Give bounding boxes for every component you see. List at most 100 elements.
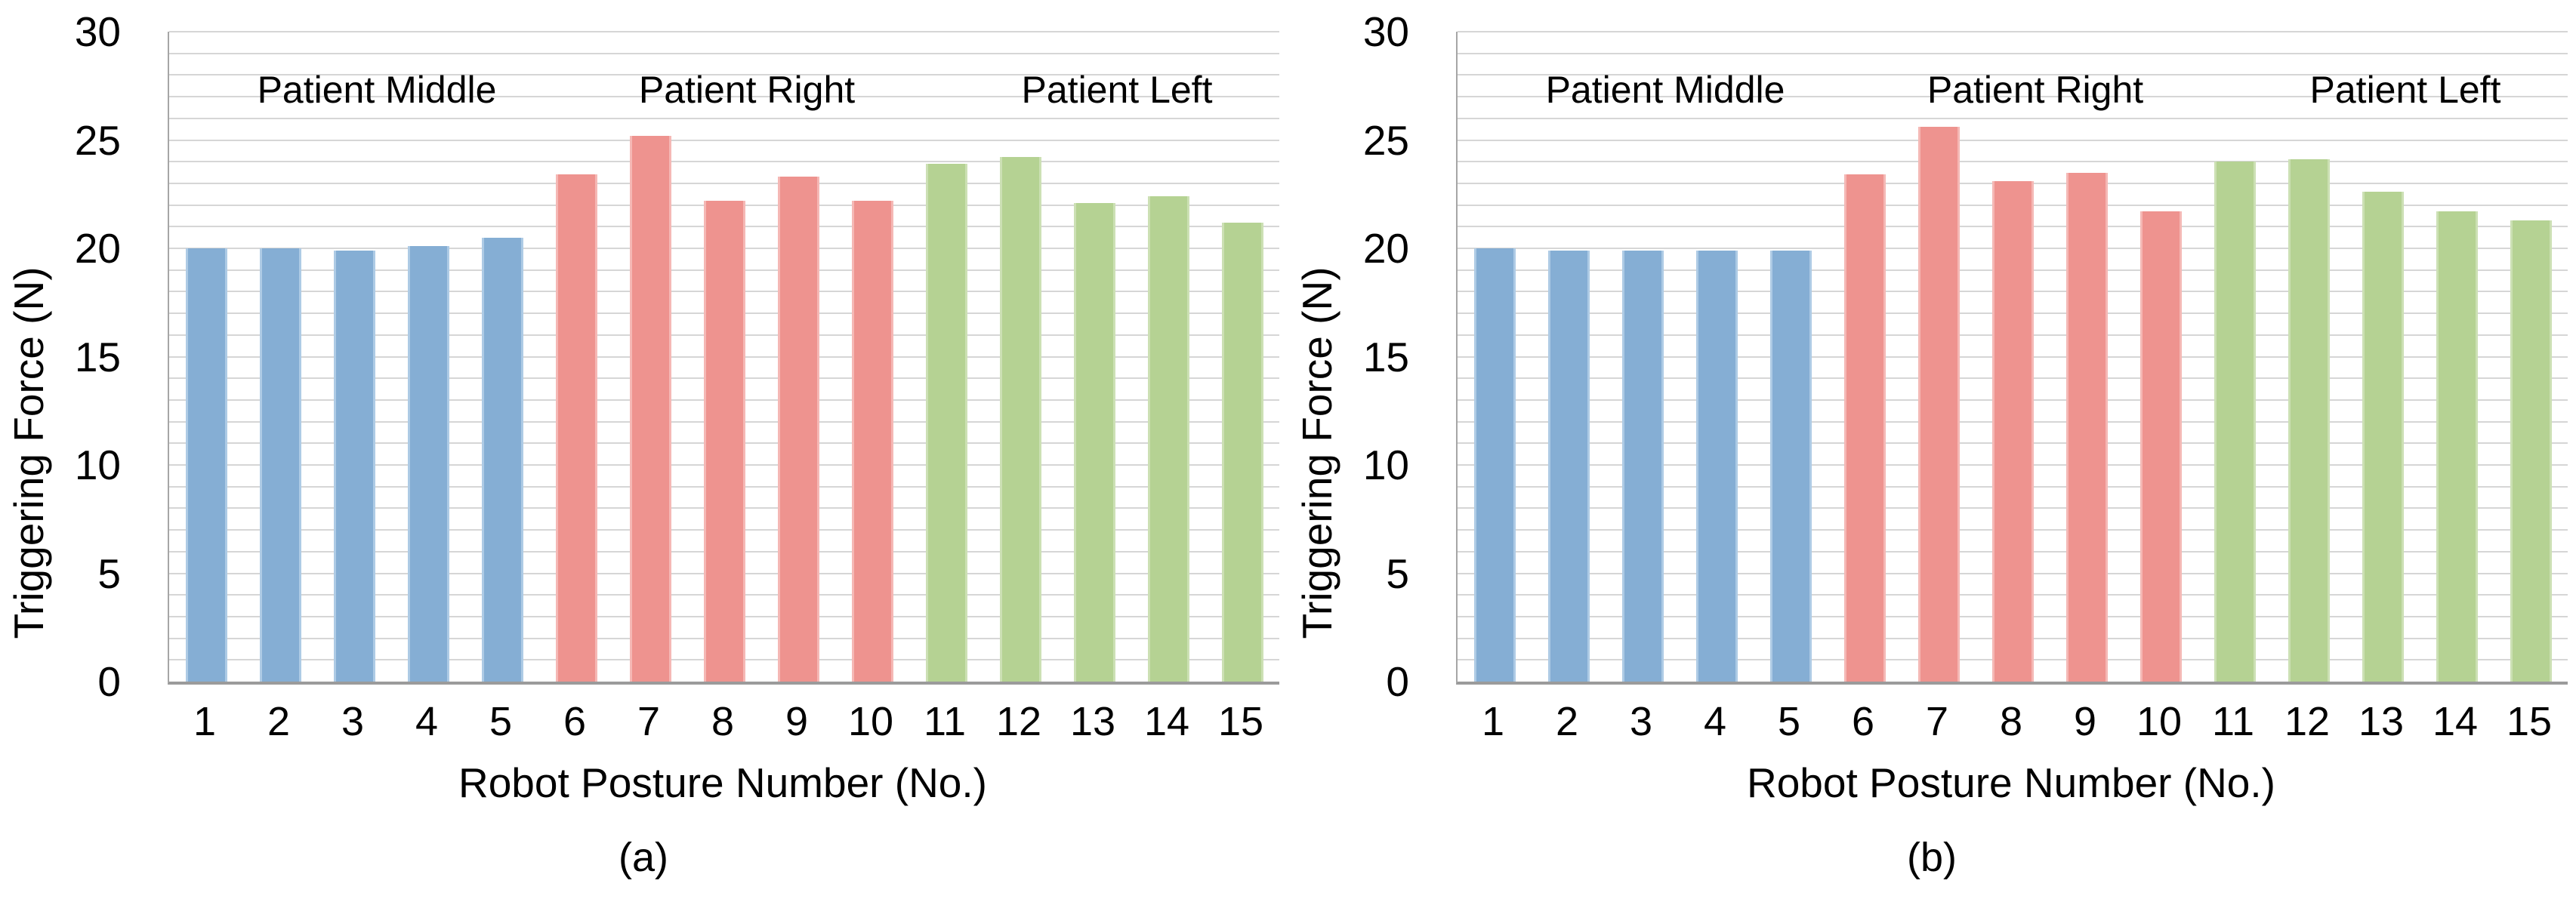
gridline (169, 74, 1279, 76)
x-tick-label: 12 (995, 699, 1042, 744)
series-label-patient_left: Patient Left (2309, 69, 2501, 111)
y-tick-label: 15 (74, 333, 121, 380)
gridline (1458, 139, 2568, 141)
bar-posture-4 (1695, 250, 1738, 682)
x-tick-label: 13 (1069, 699, 1116, 744)
y-tick-label: 25 (1362, 116, 1409, 164)
plot-area: Patient Middle Patient Right Patient Left (168, 31, 1279, 685)
chart-b: Triggering Force (N) Patient Middle Patie… (1288, 0, 2576, 905)
x-tick-label: 11 (2211, 699, 2255, 744)
y-tick-label: 30 (74, 8, 121, 55)
bar-posture-7 (629, 135, 671, 682)
x-tick-label: 4 (1703, 699, 1727, 744)
y-axis-title: Triggering Force (N) (5, 266, 52, 639)
gridline (169, 96, 1279, 98)
bar-posture-13 (1073, 202, 1115, 682)
bar-posture-2 (259, 248, 301, 682)
gridline (1458, 161, 2568, 163)
gridline (169, 52, 1279, 54)
y-tick-label: 25 (74, 116, 121, 164)
x-tick-label: 9 (785, 699, 809, 744)
bar-posture-5 (481, 237, 523, 682)
bar-posture-9 (2065, 172, 2108, 682)
x-tick-label: 10 (2136, 699, 2183, 744)
x-tick-label: 5 (489, 699, 513, 744)
bar-posture-1 (185, 248, 227, 682)
y-tick-label: 10 (74, 442, 121, 488)
x-tick-label: 14 (2432, 699, 2479, 744)
x-tick-label: 5 (1777, 699, 1801, 744)
bar-posture-14 (2436, 211, 2478, 682)
bar-posture-8 (703, 200, 745, 682)
y-tick-label: 5 (97, 549, 121, 597)
bar-posture-14 (1147, 196, 1189, 682)
x-tick-label: 13 (2358, 699, 2405, 744)
gridline (1458, 74, 2568, 76)
bar-posture-5 (1769, 250, 1812, 682)
bar-posture-9 (777, 177, 819, 682)
x-tick-label: 1 (193, 699, 217, 744)
gridline (1458, 31, 2568, 32)
gridline (1458, 117, 2568, 119)
x-tick-label: 1 (1481, 699, 1505, 744)
x-tick-label: 2 (267, 699, 291, 744)
bar-posture-4 (407, 246, 449, 682)
x-tick-label: 7 (637, 699, 661, 744)
x-tick-label: 2 (1555, 699, 1579, 744)
bar-posture-1 (1473, 248, 1516, 682)
bar-posture-11 (2214, 162, 2256, 682)
x-tick-label: 15 (2506, 699, 2553, 744)
bar-posture-13 (2362, 192, 2404, 682)
y-axis-title: Triggering Force (N) (1294, 266, 1340, 639)
x-tick-label: 4 (415, 699, 439, 744)
bar-posture-8 (1991, 181, 2034, 682)
x-tick-label: 12 (2284, 699, 2331, 744)
x-tick-label: 9 (2073, 699, 2097, 744)
bar-posture-2 (1547, 250, 1590, 682)
series-label-patient_right: Patient Right (638, 69, 856, 111)
bar-posture-11 (925, 164, 967, 682)
series-label-patient_left: Patient Left (1021, 69, 1213, 111)
x-tick-label: 14 (1143, 699, 1190, 744)
y-tick-label: 20 (74, 225, 121, 272)
y-tick-label: 20 (1362, 225, 1409, 272)
gridline (169, 139, 1279, 141)
bar-posture-12 (999, 157, 1041, 682)
bar-posture-6 (1843, 174, 1886, 682)
x-tick-label: 3 (1629, 699, 1653, 744)
bar-posture-10 (851, 200, 893, 682)
plot-area: Patient Middle Patient Right Patient Left (1456, 31, 2568, 685)
chart-a: Triggering Force (N) Patient Middle Patie… (5, 8, 1279, 880)
series-label-patient_middle: Patient Middle (1545, 69, 1785, 111)
gridline (1458, 52, 2568, 54)
x-tick-label: 3 (341, 699, 365, 744)
gridline (169, 117, 1279, 119)
y-tick-label: 0 (97, 658, 121, 705)
gridline (169, 31, 1279, 32)
bar-posture-3 (1621, 250, 1664, 682)
bar-posture-10 (2139, 211, 2182, 682)
x-tick-label: 8 (711, 699, 735, 744)
x-tick-label: 8 (1999, 699, 2023, 744)
subfigure-caption: (b) (1907, 835, 1957, 880)
bar-posture-15 (1221, 222, 1263, 682)
x-tick-label: 6 (563, 699, 587, 744)
gridline (1458, 96, 2568, 98)
subfigure-caption: (a) (619, 835, 668, 880)
y-tick-label: 10 (1362, 442, 1409, 488)
bar-posture-6 (555, 174, 597, 682)
bar-posture-7 (1917, 127, 1960, 682)
series-label-patient_middle: Patient Middle (257, 69, 497, 111)
x-axis-title: Robot Posture Number (No.) (1747, 759, 2275, 806)
bar-posture-3 (333, 250, 375, 682)
x-tick-label: 10 (847, 699, 894, 744)
gridline (169, 182, 1279, 184)
x-tick-label: 15 (1217, 699, 1264, 744)
x-tick-label: 7 (1925, 699, 1949, 744)
bar-posture-15 (2510, 220, 2552, 682)
bar-posture-12 (2288, 159, 2330, 682)
y-tick-label: 5 (1386, 549, 1409, 597)
y-tick-label: 30 (1362, 8, 1409, 55)
x-tick-label: 6 (1851, 699, 1875, 744)
